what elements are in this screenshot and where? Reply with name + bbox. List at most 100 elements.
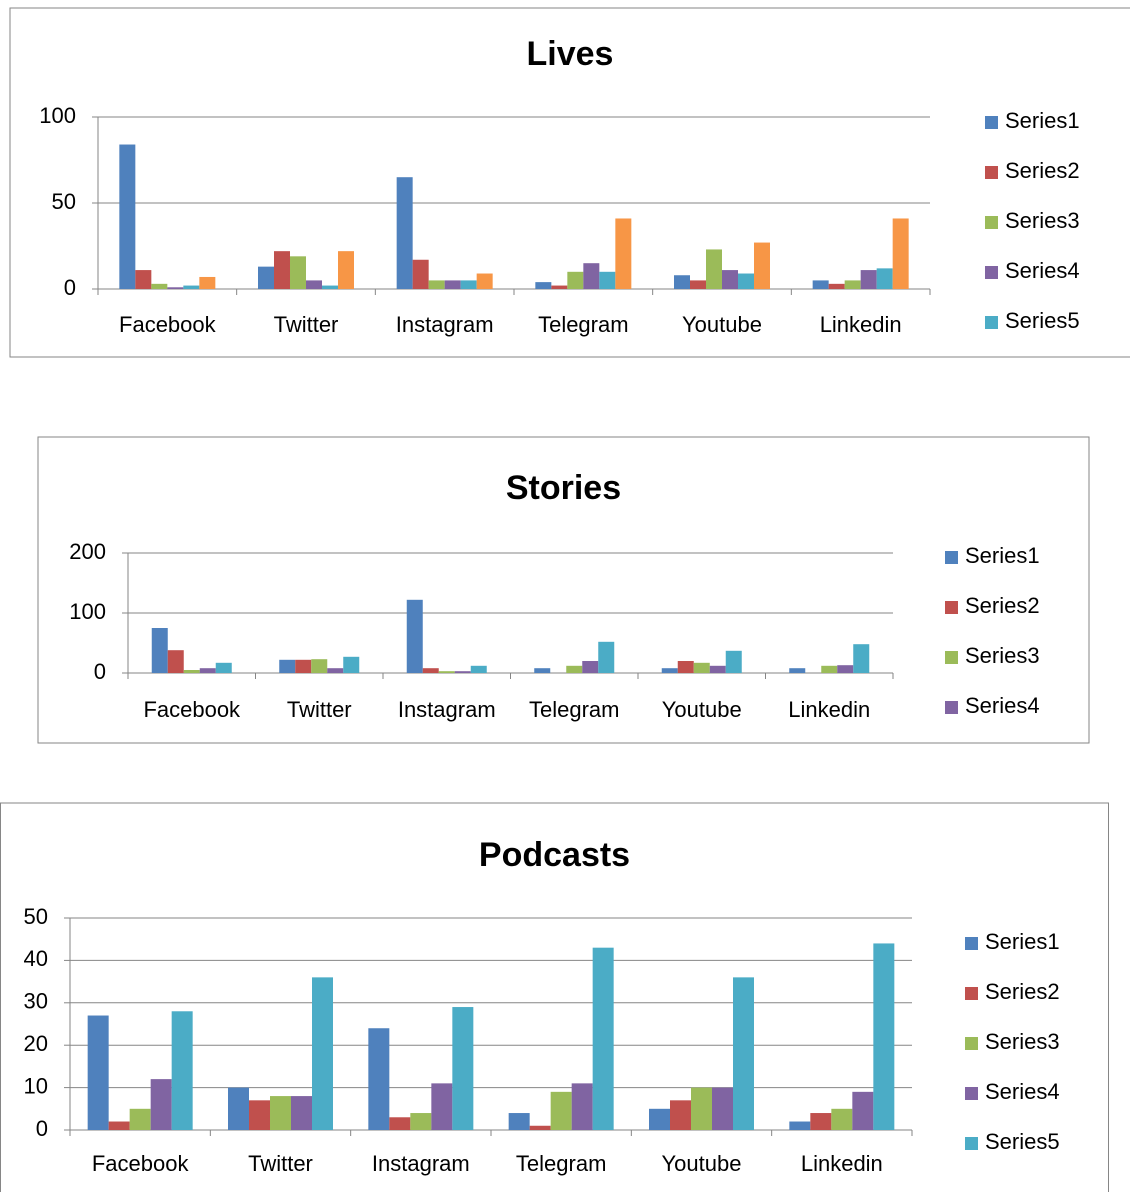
bar bbox=[270, 1096, 291, 1130]
bar bbox=[551, 285, 568, 289]
y-tick-label: 50 bbox=[24, 904, 48, 929]
legend-swatch bbox=[965, 937, 978, 950]
legend-swatch bbox=[985, 316, 998, 329]
x-tick-label: Youtube bbox=[682, 312, 762, 337]
y-tick-label: 50 bbox=[52, 189, 76, 214]
bar bbox=[706, 249, 722, 289]
x-tick-label: Instagram bbox=[398, 697, 496, 722]
bar bbox=[690, 280, 706, 289]
bar bbox=[693, 662, 710, 673]
bar bbox=[306, 280, 322, 289]
bar bbox=[454, 671, 471, 673]
x-tick-label: Twitter bbox=[287, 697, 352, 722]
bar bbox=[338, 251, 354, 289]
y-tick-label: 100 bbox=[69, 599, 106, 624]
bar bbox=[582, 661, 599, 673]
y-tick-label: 0 bbox=[64, 275, 76, 300]
bar bbox=[460, 280, 477, 289]
x-tick-label: Facebook bbox=[119, 312, 217, 337]
bar bbox=[725, 650, 742, 673]
legend-swatch bbox=[985, 116, 998, 129]
chart-frame bbox=[9, 7, 1130, 358]
bar bbox=[529, 1125, 551, 1130]
bar bbox=[150, 1079, 172, 1130]
bar bbox=[722, 270, 738, 289]
bar bbox=[87, 1015, 109, 1130]
legend-label: Series1 bbox=[985, 929, 1060, 954]
x-tick-label: Linkedin bbox=[820, 312, 902, 337]
legend-swatch bbox=[965, 1137, 978, 1150]
bar bbox=[615, 218, 632, 289]
y-tick-label: 40 bbox=[24, 946, 48, 971]
legend-label: Series4 bbox=[985, 1079, 1060, 1104]
legend-swatch bbox=[945, 651, 958, 664]
y-tick-label: 20 bbox=[24, 1031, 48, 1056]
legend-label: Series3 bbox=[965, 643, 1040, 668]
bar bbox=[171, 1011, 193, 1130]
bar bbox=[789, 1121, 811, 1130]
chart-frame bbox=[0, 802, 1109, 1192]
bar bbox=[312, 977, 333, 1130]
bar bbox=[712, 1087, 733, 1130]
bar bbox=[598, 641, 615, 673]
bar bbox=[892, 218, 909, 289]
bar bbox=[733, 977, 754, 1130]
legend-label: Series2 bbox=[985, 979, 1060, 1004]
bar bbox=[876, 268, 893, 289]
bar bbox=[476, 273, 493, 289]
bar bbox=[828, 283, 845, 289]
legend-label: Series2 bbox=[1005, 158, 1080, 183]
bar bbox=[108, 1121, 130, 1130]
bar bbox=[119, 144, 136, 289]
bar bbox=[452, 1007, 474, 1130]
bar bbox=[873, 943, 895, 1130]
bar bbox=[389, 1117, 411, 1130]
bar bbox=[431, 1083, 453, 1130]
bar bbox=[738, 273, 754, 289]
bar bbox=[199, 668, 216, 673]
bar bbox=[821, 665, 838, 673]
bar bbox=[566, 665, 583, 673]
legend-label: Series4 bbox=[1005, 258, 1080, 283]
legend-swatch bbox=[965, 987, 978, 1000]
y-tick-label: 10 bbox=[24, 1073, 48, 1098]
bar bbox=[810, 1113, 832, 1130]
bar bbox=[422, 668, 439, 673]
legend-label: Series5 bbox=[1005, 308, 1080, 333]
x-tick-label: Youtube bbox=[662, 697, 742, 722]
bar bbox=[199, 276, 216, 289]
bar bbox=[249, 1100, 270, 1130]
bar bbox=[535, 282, 552, 289]
bar bbox=[343, 656, 360, 673]
bar bbox=[438, 671, 455, 673]
bar bbox=[228, 1087, 249, 1130]
legend-label: Series1 bbox=[1005, 108, 1080, 133]
bar bbox=[183, 670, 200, 673]
bar bbox=[677, 661, 694, 673]
bar bbox=[567, 271, 584, 289]
bar bbox=[327, 668, 344, 673]
bar bbox=[167, 287, 184, 289]
bar bbox=[311, 659, 328, 673]
legend-swatch bbox=[945, 551, 958, 564]
bar bbox=[674, 275, 690, 289]
x-tick-label: Facebook bbox=[143, 697, 241, 722]
bar bbox=[412, 259, 429, 289]
bar bbox=[709, 665, 726, 673]
legend-label: Series2 bbox=[965, 593, 1040, 618]
bar bbox=[853, 644, 870, 673]
bar bbox=[410, 1113, 432, 1130]
x-tick-label: Telegram bbox=[516, 1151, 606, 1176]
x-tick-label: Twitter bbox=[274, 312, 339, 337]
bar bbox=[167, 650, 184, 673]
bar bbox=[129, 1108, 151, 1130]
legend-swatch bbox=[945, 701, 958, 714]
x-tick-label: Telegram bbox=[529, 697, 619, 722]
bar bbox=[508, 1113, 530, 1130]
bar bbox=[274, 251, 290, 289]
bar bbox=[670, 1100, 691, 1130]
bar bbox=[151, 628, 168, 673]
y-tick-label: 100 bbox=[39, 103, 76, 128]
legend-label: Series5 bbox=[985, 1129, 1060, 1154]
legend-label: Series4 bbox=[965, 693, 1040, 718]
